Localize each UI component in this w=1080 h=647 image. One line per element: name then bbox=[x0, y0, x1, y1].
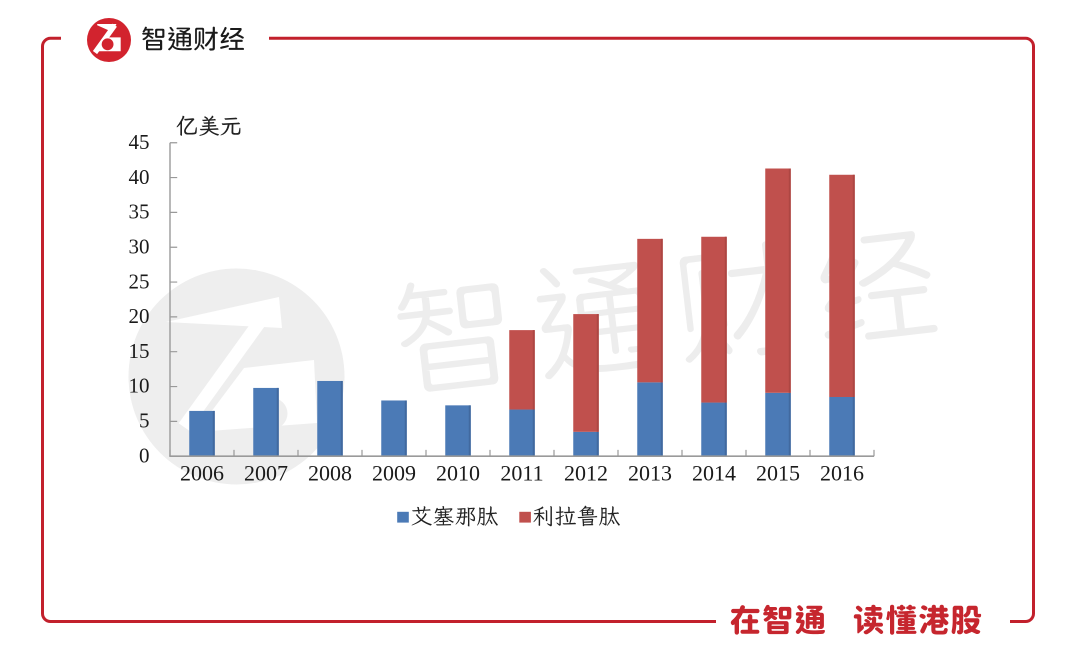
svg-text:2006: 2006 bbox=[180, 461, 224, 486]
svg-text:2015: 2015 bbox=[756, 461, 800, 486]
svg-text:0: 0 bbox=[139, 443, 150, 467]
svg-text:2013: 2013 bbox=[628, 461, 672, 486]
svg-text:2016: 2016 bbox=[820, 461, 864, 486]
svg-text:2009: 2009 bbox=[372, 461, 416, 486]
svg-text:15: 15 bbox=[129, 339, 150, 363]
svg-text:2008: 2008 bbox=[308, 461, 352, 486]
svg-text:25: 25 bbox=[129, 269, 150, 293]
svg-text:5: 5 bbox=[139, 409, 150, 433]
svg-text:40: 40 bbox=[129, 165, 150, 189]
svg-text:2012: 2012 bbox=[564, 461, 608, 486]
svg-text:20: 20 bbox=[129, 304, 150, 328]
svg-text:45: 45 bbox=[129, 130, 150, 154]
svg-text:2010: 2010 bbox=[436, 461, 480, 486]
svg-text:2014: 2014 bbox=[692, 461, 736, 486]
svg-text:2007: 2007 bbox=[244, 461, 288, 486]
svg-text:30: 30 bbox=[129, 234, 150, 258]
svg-text:35: 35 bbox=[129, 200, 150, 224]
svg-text:2011: 2011 bbox=[500, 461, 543, 486]
svg-text:10: 10 bbox=[129, 374, 150, 398]
